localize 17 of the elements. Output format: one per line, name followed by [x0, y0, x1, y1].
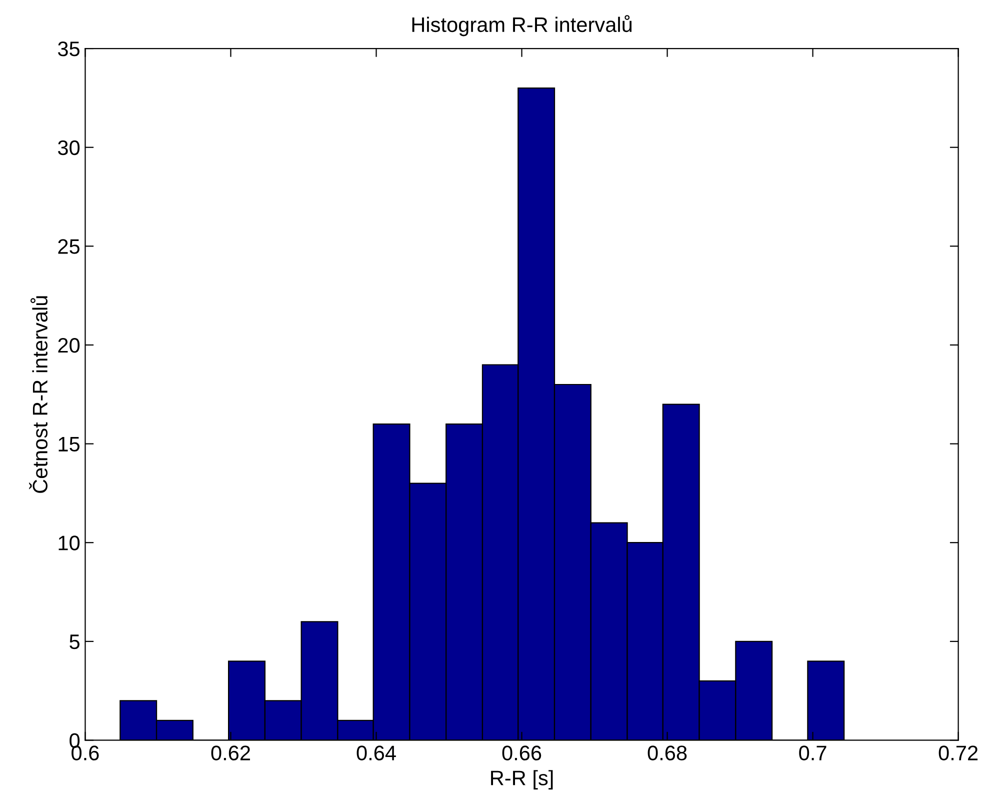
x-tick-label: 0.6	[72, 746, 99, 760]
y-tick-label: 20	[58, 338, 80, 353]
y-tick-label: 15	[58, 437, 80, 452]
x-tick-label: 0.62	[211, 746, 250, 760]
y-tick-label: 5	[70, 634, 80, 650]
x-tick-label: 0.64	[356, 746, 396, 760]
y-tick-label: 35	[58, 42, 80, 56]
x-tick-label: 0.66	[502, 746, 542, 760]
y-axis-title: Četnost R-R intervalů	[29, 296, 48, 493]
chart-title: Histogram R-R intervalů	[412, 15, 632, 36]
y-tick-label: 25	[58, 239, 80, 254]
x-tick-label: 0.7	[799, 746, 826, 760]
x-tick-label: 0.68	[648, 746, 687, 760]
x-axis-title: R-R [s]	[491, 770, 553, 790]
y-tick-label: 10	[58, 536, 80, 550]
x-tick-label: 0.72	[938, 746, 978, 760]
y-tick-label: 30	[58, 140, 80, 156]
